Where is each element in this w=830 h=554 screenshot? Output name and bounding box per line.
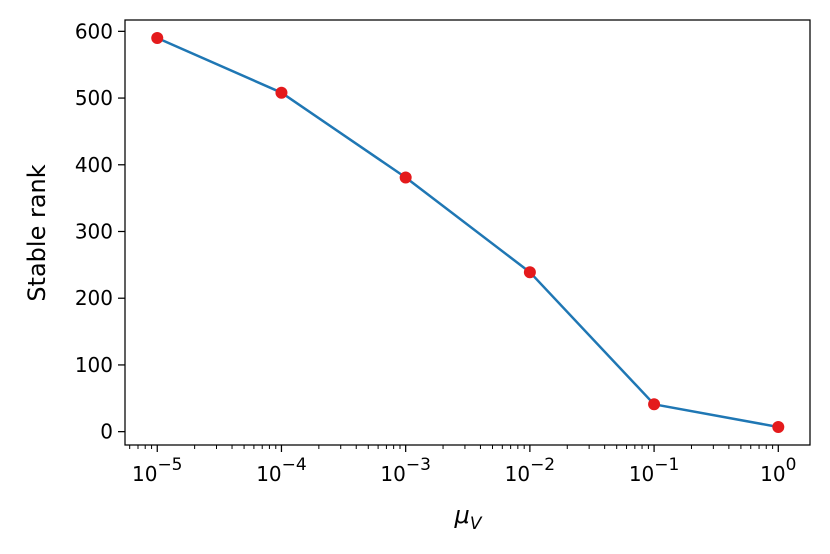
data-point [151, 32, 164, 45]
x-tick-label: 10−3 [380, 455, 431, 486]
x-tick-label: 10−4 [256, 455, 307, 486]
y-tick-label: 0 [100, 420, 113, 444]
y-tick-label: 600 [75, 19, 113, 43]
data-point [648, 398, 661, 411]
data-point [399, 171, 412, 184]
x-axis-label-base: μ [454, 501, 470, 529]
x-tick-label: 100 [760, 455, 796, 486]
data-point [523, 266, 536, 279]
y-tick-label: 100 [75, 353, 113, 377]
plot-frame [124, 19, 811, 446]
data-point [275, 86, 288, 99]
series-line [156, 36, 779, 429]
y-axis-label: Stable rank [23, 164, 51, 301]
x-major-ticks: 10−5 10−4 10−3 10−2 10−1 100 [132, 445, 796, 486]
x-tick-label: 10−5 [132, 455, 183, 486]
x-axis-label: μV [454, 501, 483, 534]
y-tick-label: 500 [75, 86, 113, 110]
y-tick-label: 400 [75, 153, 113, 177]
y-ticks: 0 100 200 300 400 500 600 [75, 19, 125, 444]
y-tick-label: 300 [75, 219, 113, 243]
x-tick-label: 10−1 [629, 455, 680, 486]
x-minor-ticks [129, 445, 774, 449]
series-line-group [151, 32, 785, 433]
x-tick-label: 10−2 [505, 455, 556, 486]
y-tick-label: 200 [75, 286, 113, 310]
data-point [772, 420, 785, 433]
x-axis-label-subscript: V [470, 514, 483, 534]
